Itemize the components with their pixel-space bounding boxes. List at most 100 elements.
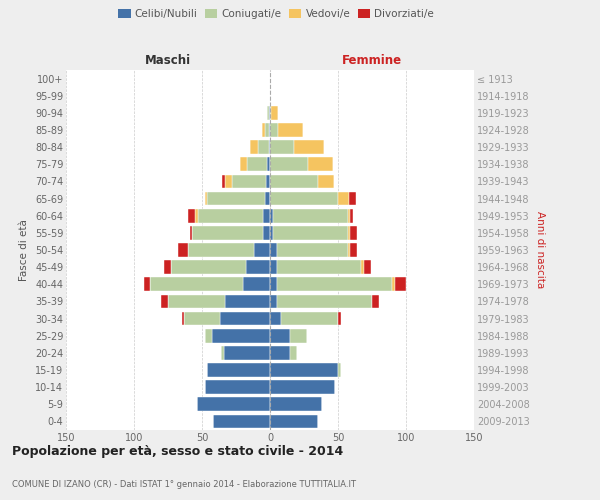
Bar — [270, 140, 295, 154]
Bar — [270, 192, 338, 205]
Bar — [143, 278, 151, 291]
Y-axis label: Anni di nascita: Anni di nascita — [535, 212, 545, 288]
Bar — [350, 209, 353, 222]
Bar — [224, 346, 270, 360]
Bar — [188, 243, 254, 257]
Bar — [190, 226, 193, 239]
Bar — [223, 174, 225, 188]
Bar — [208, 192, 265, 205]
Bar — [364, 260, 371, 274]
Bar — [262, 123, 265, 137]
Bar — [178, 243, 188, 257]
Bar — [161, 294, 168, 308]
Bar — [349, 192, 356, 205]
Bar — [184, 312, 220, 326]
Bar — [225, 294, 270, 308]
Bar — [338, 363, 341, 377]
Bar — [245, 260, 270, 274]
Bar — [372, 294, 379, 308]
Bar — [273, 209, 347, 222]
Text: Popolazione per età, sesso e stato civile - 2014: Popolazione per età, sesso e stato civil… — [12, 444, 343, 458]
Bar — [254, 243, 270, 257]
Bar — [265, 192, 270, 205]
Bar — [277, 278, 392, 291]
Bar — [267, 106, 269, 120]
Bar — [270, 174, 317, 188]
Y-axis label: Fasce di età: Fasce di età — [19, 219, 29, 281]
Bar — [308, 158, 332, 171]
Bar — [263, 226, 270, 239]
Bar — [168, 294, 225, 308]
Bar — [250, 140, 258, 154]
Bar — [247, 158, 267, 171]
Bar — [270, 380, 335, 394]
Bar — [347, 226, 350, 239]
Bar — [151, 278, 243, 291]
Bar — [240, 158, 247, 171]
Bar — [338, 312, 341, 326]
Bar — [392, 278, 395, 291]
Bar — [171, 260, 245, 274]
Bar — [270, 363, 338, 377]
Bar — [290, 346, 297, 360]
Bar — [220, 312, 270, 326]
Bar — [270, 398, 322, 411]
Bar — [205, 380, 270, 394]
Text: Femmine: Femmine — [342, 54, 402, 68]
Bar — [295, 140, 325, 154]
Bar — [347, 209, 350, 222]
Bar — [350, 226, 357, 239]
Bar — [263, 209, 270, 222]
Bar — [273, 226, 347, 239]
Bar — [270, 226, 273, 239]
Bar — [269, 140, 270, 154]
Bar — [182, 312, 184, 326]
Bar — [270, 312, 281, 326]
Bar — [361, 260, 364, 274]
Bar — [212, 329, 270, 342]
Bar — [277, 243, 347, 257]
Legend: Celibi/Nubili, Coniugati/e, Vedovi/e, Divorziati/e: Celibi/Nubili, Coniugati/e, Vedovi/e, Di… — [114, 5, 438, 24]
Bar — [270, 329, 290, 342]
Bar — [266, 174, 270, 188]
Bar — [232, 174, 266, 188]
Bar — [213, 414, 270, 428]
Text: COMUNE DI IZANO (CR) - Dati ISTAT 1° gennaio 2014 - Elaborazione TUTTITALIA.IT: COMUNE DI IZANO (CR) - Dati ISTAT 1° gen… — [12, 480, 356, 489]
Bar — [208, 363, 270, 377]
Bar — [278, 123, 302, 137]
Bar — [269, 123, 270, 137]
Text: Maschi: Maschi — [145, 54, 191, 68]
Bar — [270, 294, 277, 308]
Bar — [198, 209, 263, 222]
Bar — [350, 243, 357, 257]
Bar — [270, 278, 277, 291]
Bar — [270, 123, 278, 137]
Bar — [347, 243, 350, 257]
Bar — [269, 106, 270, 120]
Bar — [270, 158, 308, 171]
Bar — [193, 226, 263, 239]
Bar — [277, 260, 361, 274]
Bar — [258, 140, 269, 154]
Bar — [265, 123, 269, 137]
Bar — [221, 346, 224, 360]
Bar — [270, 209, 273, 222]
Bar — [270, 243, 277, 257]
Bar — [205, 192, 208, 205]
Bar — [271, 106, 278, 120]
Bar — [270, 414, 317, 428]
Bar — [270, 106, 271, 120]
Bar — [164, 260, 171, 274]
Bar — [270, 260, 277, 274]
Bar — [277, 294, 372, 308]
Bar — [267, 158, 270, 171]
Bar — [317, 174, 334, 188]
Bar — [338, 192, 349, 205]
Bar — [243, 278, 270, 291]
Bar — [195, 209, 198, 222]
Bar — [281, 312, 338, 326]
Bar — [290, 329, 307, 342]
Bar — [225, 174, 232, 188]
Bar — [270, 346, 290, 360]
Bar — [395, 278, 406, 291]
